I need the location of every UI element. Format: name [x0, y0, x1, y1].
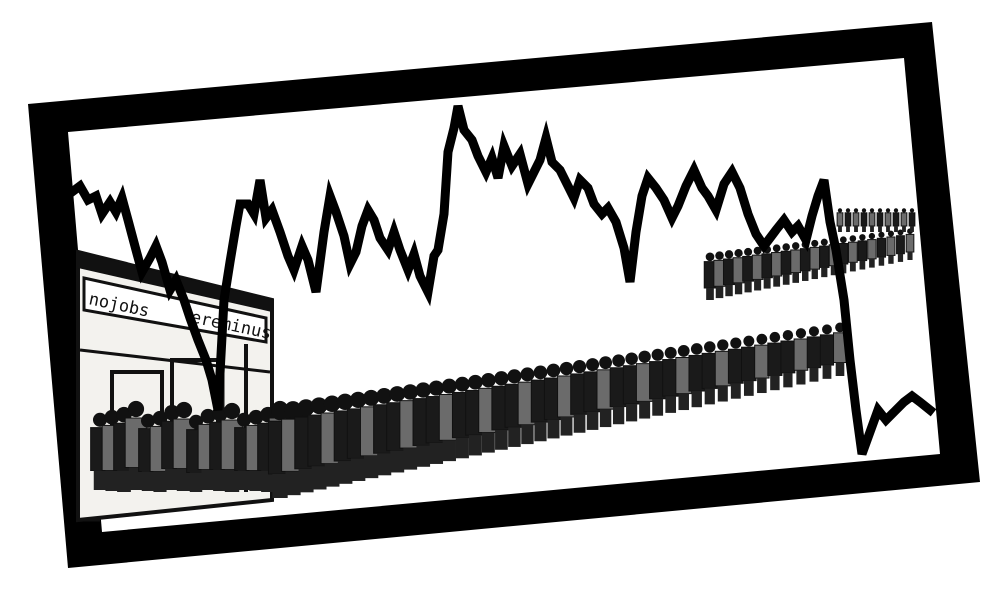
market-crash-line	[65, 104, 937, 456]
queue-person	[780, 243, 792, 285]
queue-person	[806, 326, 822, 382]
queue-person	[857, 234, 868, 270]
queue-person	[819, 324, 835, 379]
queue-person	[896, 229, 905, 262]
queue-person	[790, 242, 802, 283]
queue-person	[741, 335, 757, 396]
queue-person	[868, 208, 876, 232]
queue-person	[908, 208, 916, 232]
queue-person	[847, 235, 858, 272]
queue-person	[876, 208, 884, 232]
queue-person	[701, 341, 718, 405]
queue-person	[867, 232, 877, 268]
queue-person	[892, 208, 900, 232]
queue-person	[836, 208, 844, 232]
queue-person	[844, 208, 852, 232]
queue-person	[635, 350, 654, 419]
queue-person	[884, 208, 892, 232]
queue-person	[780, 330, 796, 388]
queue-person	[793, 328, 809, 385]
queue-person	[860, 208, 868, 232]
queue-person	[886, 230, 896, 264]
queue-person	[622, 352, 641, 422]
queue-person	[767, 331, 783, 391]
queue-person	[754, 333, 770, 394]
queue-person	[771, 244, 783, 287]
queue-person	[900, 208, 908, 232]
queue-person	[727, 337, 744, 399]
queue-person	[714, 339, 731, 402]
queue-person	[876, 231, 887, 266]
unemployment-queue-crowd	[90, 208, 916, 498]
queue-person	[662, 346, 680, 413]
queue-person	[852, 208, 860, 232]
queue-person	[809, 239, 821, 280]
